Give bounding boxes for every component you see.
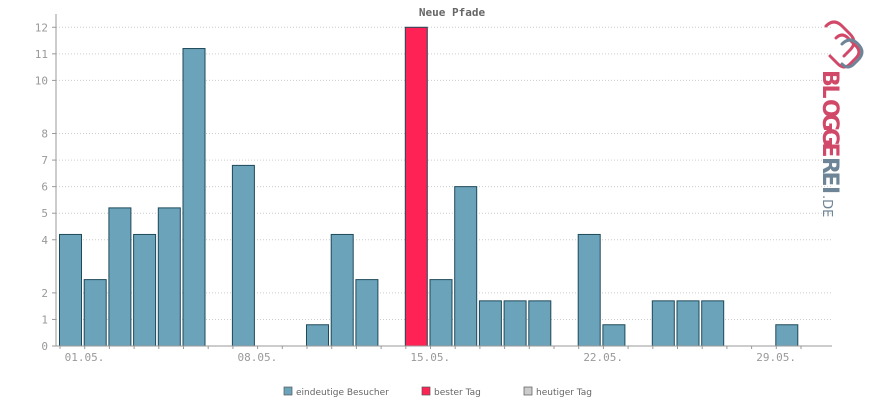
logo-letter: R [817,157,842,174]
y-tick-label: 7 [41,154,48,167]
bars [59,26,799,347]
legend-label: heutiger Tag [536,388,592,398]
bar [231,164,255,347]
y-tick-label: 10 [35,74,48,87]
x-tick-label: 01.05. [65,351,105,364]
bar [59,233,82,347]
x-tick-label: 22.05. [583,351,623,364]
logo-letter: O [817,99,842,118]
x-tick-label: 29.05. [756,351,796,364]
bar [676,300,700,347]
bar [528,300,552,347]
bar [602,324,626,347]
x-tick-label: 08.05. [238,351,278,364]
bar [83,279,107,347]
y-tick-label: 11 [35,48,48,61]
logo-letter: G [817,128,842,146]
logo-letter: I [817,186,842,194]
chart-title: Neue Pfade [419,6,486,19]
y-tick-label: 6 [41,181,48,194]
y-tick-label: 12 [35,21,48,34]
x-tick-label: 15.05. [410,351,450,364]
bar [355,279,379,347]
bar [133,233,157,347]
legend-label: eindeutige Besucher [296,388,389,398]
bar [454,186,478,347]
legend-swatch [283,386,293,396]
bar [775,324,799,347]
logo-letter: B [817,70,842,87]
y-tick-label: 0 [41,340,48,353]
y-tick-label: 1 [41,313,48,326]
y-tick-label: 8 [41,128,48,141]
legend-label: bester Tag [434,388,481,398]
bar [478,300,502,347]
y-tick-label: 5 [41,207,48,220]
bar [577,233,601,347]
logo-letter: E [817,143,842,158]
bar [182,48,206,347]
logo-letter: E [817,172,842,187]
bar [429,279,453,347]
bar [701,300,725,347]
logo-suffix: .DE [819,195,834,217]
bar [157,207,181,347]
bar [330,233,354,347]
legend: eindeutige Besucher bester Tag heutiger Ta… [283,386,592,398]
y-tick-label: 4 [41,234,48,247]
logo-letter: L [817,85,842,99]
bar [306,324,329,347]
bar [503,300,527,347]
y-tick-label: 2 [41,287,48,300]
bar [108,207,132,347]
legend-swatch [421,386,431,396]
logo-mark-secondary-icon [840,38,864,69]
logo-letter: G [817,114,842,132]
bar-best-day [404,26,428,347]
bar [651,300,675,347]
x-axis-ticks: 01.05. 08.05. 15.05. 22.05. 29.05. [59,346,802,364]
legend-swatch [523,386,533,396]
